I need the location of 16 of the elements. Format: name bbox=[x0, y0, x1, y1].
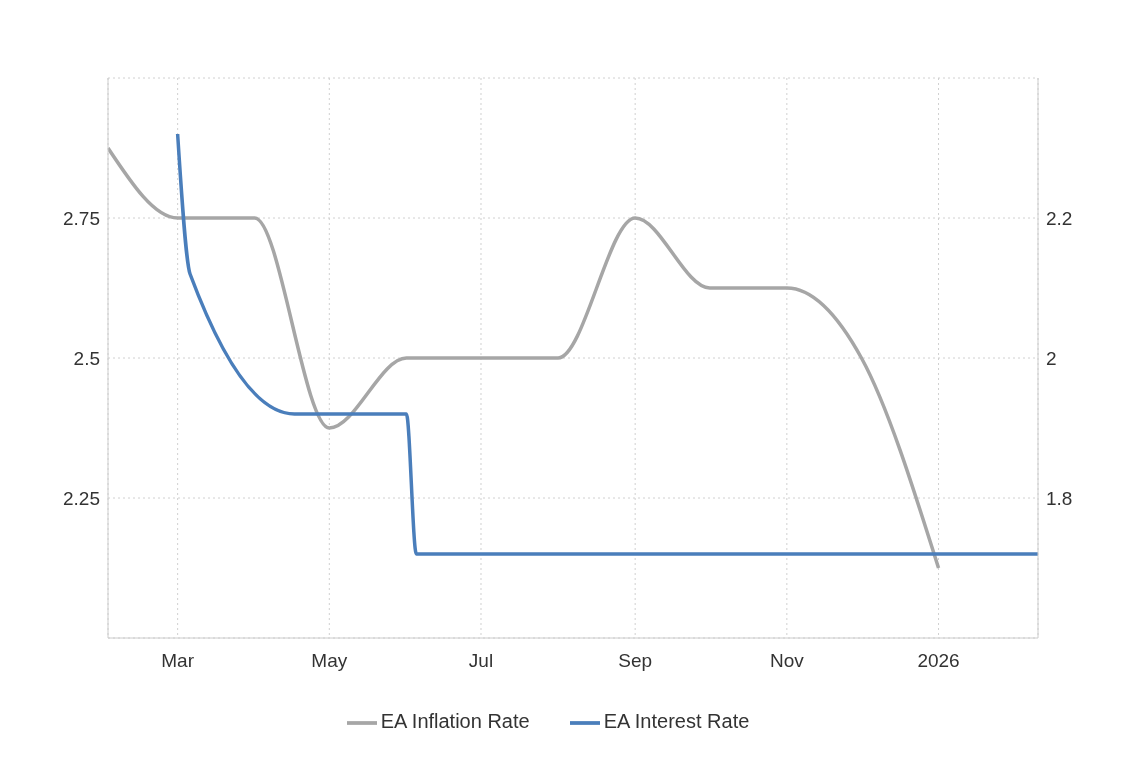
line-series bbox=[108, 146, 941, 570]
y2-tick-label: 1.8 bbox=[1046, 487, 1073, 509]
y-tick-label: 2.75 bbox=[63, 207, 100, 229]
x-tick-label: Jul bbox=[468, 650, 494, 672]
x-tick-label: 2026 bbox=[917, 650, 960, 672]
x-tick-label: Nov bbox=[769, 650, 805, 672]
y-tick-label: 2.25 bbox=[63, 487, 100, 509]
y2-tick-label: 2.2 bbox=[1046, 207, 1073, 229]
y-tick-label: 2.5 bbox=[73, 347, 100, 369]
x-tick-label: May bbox=[311, 650, 348, 672]
x-tick-label: Sep bbox=[618, 650, 653, 672]
y2-tick-label: 2 bbox=[1046, 347, 1057, 369]
x-tick-label: Mar bbox=[161, 650, 195, 672]
legend-label: EA Inflation Rate bbox=[380, 710, 530, 733]
line-series bbox=[175, 132, 1038, 556]
legend-label: EA Interest Rate bbox=[603, 710, 750, 733]
